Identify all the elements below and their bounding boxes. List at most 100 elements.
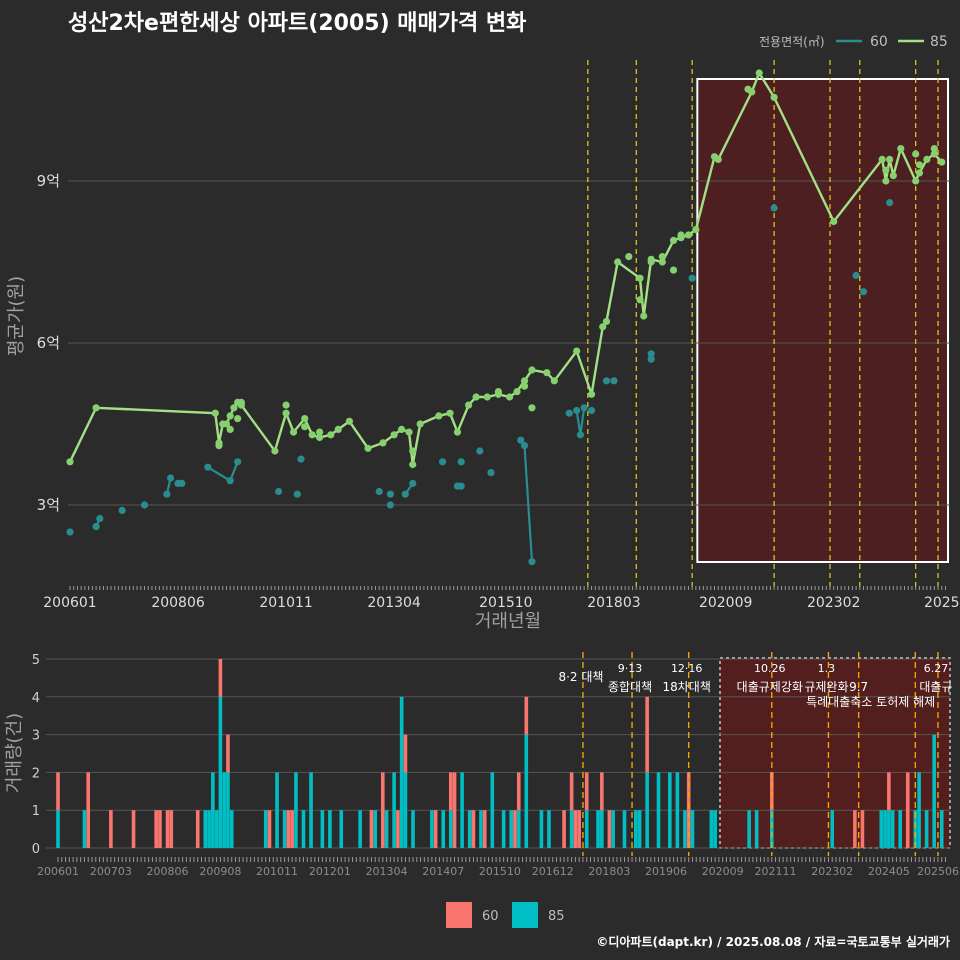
bar-60: [645, 696, 649, 773]
series-85-point: [669, 236, 678, 244]
bar-60: [584, 772, 589, 811]
bar-60: [158, 810, 162, 848]
bar-85: [207, 810, 211, 848]
series-60-point: [457, 458, 465, 466]
series-85-point: [923, 155, 931, 163]
bar-60: [380, 772, 385, 848]
volume-x-tick-label: 202506: [917, 865, 959, 878]
bar-85: [769, 810, 774, 848]
series-85-point: [472, 393, 480, 401]
legend-title: 전용면적(㎡): [759, 35, 825, 49]
series-60-point: [517, 436, 525, 444]
series-85-point: [409, 460, 417, 469]
series-60-point: [886, 199, 894, 207]
series-85-point: [435, 412, 443, 420]
volume-y-tick-label: 1: [32, 804, 40, 819]
series-85-point: [669, 266, 678, 274]
bar-60: [573, 810, 578, 848]
series-85-point: [912, 150, 920, 158]
bar-60: [369, 810, 374, 848]
series-85-point: [230, 404, 238, 412]
highlight-box: [696, 78, 949, 563]
series-85-point: [573, 347, 581, 355]
legend-bar-60-label: 60: [482, 909, 499, 924]
series-60-point: [770, 204, 778, 212]
series-85-point: [714, 155, 722, 163]
bar-85: [939, 810, 944, 848]
bar-85: [218, 696, 223, 848]
bar-85: [754, 810, 759, 848]
volume-x-tick-label: 202009: [702, 865, 744, 878]
series-85-point: [453, 428, 462, 436]
series-60-point: [602, 377, 611, 385]
volume-y-tick-label: 5: [32, 653, 40, 668]
series-60-point: [178, 479, 186, 487]
series-85-point: [506, 393, 514, 401]
bar-85: [384, 810, 389, 848]
volume-x-tick-label: 200806: [147, 865, 189, 878]
bar-85: [309, 772, 313, 848]
bar-85: [222, 772, 226, 848]
bar-85: [339, 810, 344, 848]
series-85-point: [755, 69, 763, 77]
bar-85: [668, 772, 672, 848]
bar-60: [524, 696, 529, 735]
policy-name-label: 종합대책: [608, 679, 652, 694]
series-85-point: [405, 428, 413, 436]
legend-bar-60-swatch: [446, 902, 472, 928]
x-tick-label: 201304: [367, 595, 421, 611]
series-85-point: [301, 415, 309, 423]
series-60-point: [140, 501, 149, 509]
bar-85: [539, 810, 544, 848]
legend-top: 전용면적(㎡) 60 85: [759, 34, 948, 50]
bar-85: [229, 810, 234, 848]
series-85-point: [640, 312, 648, 320]
legend-60-label: 60: [870, 34, 888, 50]
series-85-point: [528, 366, 536, 374]
series-85-point: [301, 423, 309, 431]
x-tick-label: 200601: [43, 595, 96, 611]
series-85-point: [465, 401, 473, 409]
bar-60: [290, 810, 294, 848]
bar-60: [516, 772, 521, 811]
series-85-point: [92, 404, 100, 412]
bar-85: [320, 810, 325, 848]
bar-85: [203, 810, 208, 848]
bar-60: [607, 810, 612, 848]
series-85-point: [345, 417, 354, 425]
bar-85: [932, 734, 936, 848]
series-85-point: [215, 442, 223, 450]
bar-85: [373, 810, 378, 848]
bar-60: [267, 810, 272, 848]
series-85-point: [364, 444, 372, 452]
series-60-point: [163, 490, 171, 498]
legend-bar-85-label: 85: [548, 909, 565, 924]
series-85-point: [289, 428, 298, 436]
bar-60: [577, 810, 581, 848]
series-85-point: [316, 428, 324, 436]
series-60-point: [487, 469, 495, 477]
volume-x-tick-label: 200703: [90, 865, 132, 878]
bar-85: [448, 810, 453, 848]
series-85-point: [390, 431, 398, 439]
bar-85: [358, 810, 362, 848]
volume-x-tick-label: 201407: [422, 865, 464, 878]
volume-x-tick-label: 201803: [588, 865, 630, 878]
y-tick-label: 9억: [37, 172, 60, 190]
policy-name-label: 대출규: [919, 680, 952, 694]
policy-date-label: 12·16: [671, 662, 703, 675]
bar-60: [905, 772, 910, 848]
volume-y-axis-title: 거래량(건): [4, 713, 25, 793]
bar-85: [392, 772, 396, 848]
volume-y-tick-label: 3: [32, 729, 40, 744]
legend-bar-85-swatch: [512, 902, 538, 928]
bar-85: [637, 810, 642, 848]
series-60-point: [204, 463, 212, 471]
series-85-point: [636, 274, 644, 282]
bar-85: [883, 810, 887, 848]
series-85-point: [226, 425, 234, 433]
bar-60: [513, 810, 517, 848]
series-85-point: [282, 409, 290, 417]
series-60-point: [647, 355, 655, 363]
series-60-point: [852, 271, 860, 280]
